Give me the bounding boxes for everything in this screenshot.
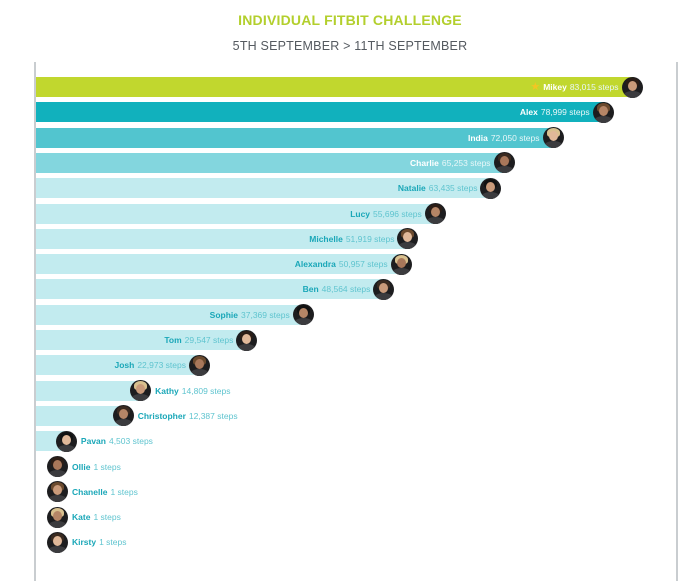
person-avatar-icon [236, 329, 258, 351]
bar-label: Michelle 51,919 steps [309, 229, 394, 249]
bar-india [36, 127, 555, 148]
bar-label: Sophie 37,369 steps [210, 305, 290, 325]
participant-name: Ben [302, 284, 319, 295]
right-axis-line [676, 62, 678, 581]
participant-name: Kate [72, 512, 91, 523]
person-avatar-icon [112, 405, 134, 427]
step-count: 22,973 steps [137, 360, 186, 371]
person-avatar-icon [188, 354, 210, 376]
bar-label: ★ Mikey 83,015 steps [530, 77, 618, 97]
step-count: 72,050 steps [490, 132, 540, 143]
step-count: 1 steps [93, 461, 121, 472]
step-count: 37,369 steps [241, 309, 290, 320]
bar-natalie [36, 178, 493, 199]
person-avatar-icon [480, 177, 502, 199]
step-count: 29,547 steps [184, 335, 234, 345]
person-avatar-icon [621, 76, 643, 98]
bar-label: Alexandra 50,957 steps [295, 254, 388, 274]
step-count: 50,957 steps [338, 259, 388, 270]
bar-label: Kirsty 1 steps [72, 532, 127, 552]
participant-name: Charlie [410, 157, 439, 168]
bar-label: Lucy 55,696 steps [350, 204, 422, 224]
bar-label: Charlie 65,253 steps [410, 153, 491, 173]
bar-mikey [36, 77, 634, 97]
bar-alexandra [36, 254, 404, 275]
participant-name: India [467, 132, 488, 143]
star-icon: ★ [530, 81, 541, 93]
bar-label: Kathy 14,809 steps [155, 381, 230, 401]
person-avatar-icon [373, 278, 395, 300]
person-avatar-icon [424, 203, 446, 224]
participant-name: Chanelle [72, 486, 108, 497]
bar-tom [36, 330, 249, 350]
step-count: 55,696 steps [373, 208, 422, 219]
person-avatar-icon [592, 101, 614, 123]
step-count: 83,015 steps [569, 82, 619, 92]
bar-chart: ★ Mikey 83,015 steps Alex 78,999 steps India 7… [34, 62, 680, 581]
person-avatar-icon [397, 228, 419, 250]
participant-name: Tom [164, 335, 182, 345]
person-avatar-icon [493, 152, 515, 174]
chart-title: INDIVIDUAL FITBIT CHALLENGE [238, 12, 462, 28]
bar-charlie [36, 152, 507, 173]
participant-name: Mikey [543, 82, 567, 92]
bar-label: Ben 48,564 steps [303, 279, 371, 299]
bar-label: Christopher 12,387 steps [138, 406, 238, 426]
step-count: 51,919 steps [345, 233, 395, 244]
person-avatar-icon [390, 253, 412, 275]
bar-label: Tom 29,547 steps [164, 330, 233, 350]
chart-subtitle: 5TH SEPTEMBER > 11TH SEPTEMBER [232, 39, 468, 53]
step-count: 78,999 steps [540, 107, 590, 118]
participant-name: Kathy [155, 385, 179, 396]
person-avatar-icon [55, 430, 77, 452]
step-count: 48,564 steps [321, 284, 371, 295]
bar-michelle [36, 228, 410, 249]
participant-name: Pavan [80, 436, 106, 447]
participant-name: Alex [519, 107, 538, 118]
bar-christopher [36, 405, 126, 426]
bar-label: Kate 1 steps [72, 507, 121, 527]
bar-label: Ollie 1 steps [72, 457, 121, 477]
person-avatar-icon [47, 481, 68, 503]
participant-name: Alexandra [294, 259, 336, 270]
person-avatar-icon [292, 304, 314, 326]
step-count: 1 steps [99, 537, 127, 548]
bar-josh [36, 355, 202, 376]
bar-label: Pavan 4,503 steps [81, 431, 153, 451]
participant-name: Josh [114, 360, 135, 371]
participant-name: Christopher [137, 410, 186, 421]
step-count: 1 steps [93, 512, 121, 523]
step-count: 65,253 steps [441, 157, 491, 168]
left-axis-line [34, 62, 36, 581]
bar-label: Josh 22,973 steps [114, 355, 186, 375]
person-avatar-icon [47, 531, 68, 553]
person-avatar-icon [542, 127, 564, 149]
step-count: 63,435 steps [428, 183, 478, 194]
bar-lucy [36, 203, 438, 224]
participant-name: Natalie [397, 183, 426, 194]
participant-name: Michelle [309, 233, 343, 244]
person-avatar-icon [47, 456, 68, 477]
bar-alex [36, 102, 606, 123]
bar-label: Chanelle 1 steps [72, 482, 138, 502]
person-avatar-icon [130, 380, 152, 402]
participant-name: Kirsty [72, 537, 97, 548]
participant-name: Lucy [350, 208, 371, 219]
bar-ben [36, 279, 386, 300]
bar-label: India 72,050 steps [468, 128, 540, 148]
participant-name: Sophie [209, 309, 239, 320]
step-count: 14,809 steps [181, 385, 231, 396]
step-count: 1 steps [110, 486, 138, 497]
step-count: 12,387 steps [188, 410, 238, 421]
participant-name: Ollie [72, 461, 91, 472]
bar-kathy [36, 380, 143, 401]
person-avatar-icon [47, 506, 68, 528]
step-count: 4,503 steps [108, 436, 153, 447]
bar-sophie [36, 304, 306, 325]
bar-label: Alex 78,999 steps [520, 102, 590, 122]
bar-label: Natalie 63,435 steps [398, 178, 478, 198]
